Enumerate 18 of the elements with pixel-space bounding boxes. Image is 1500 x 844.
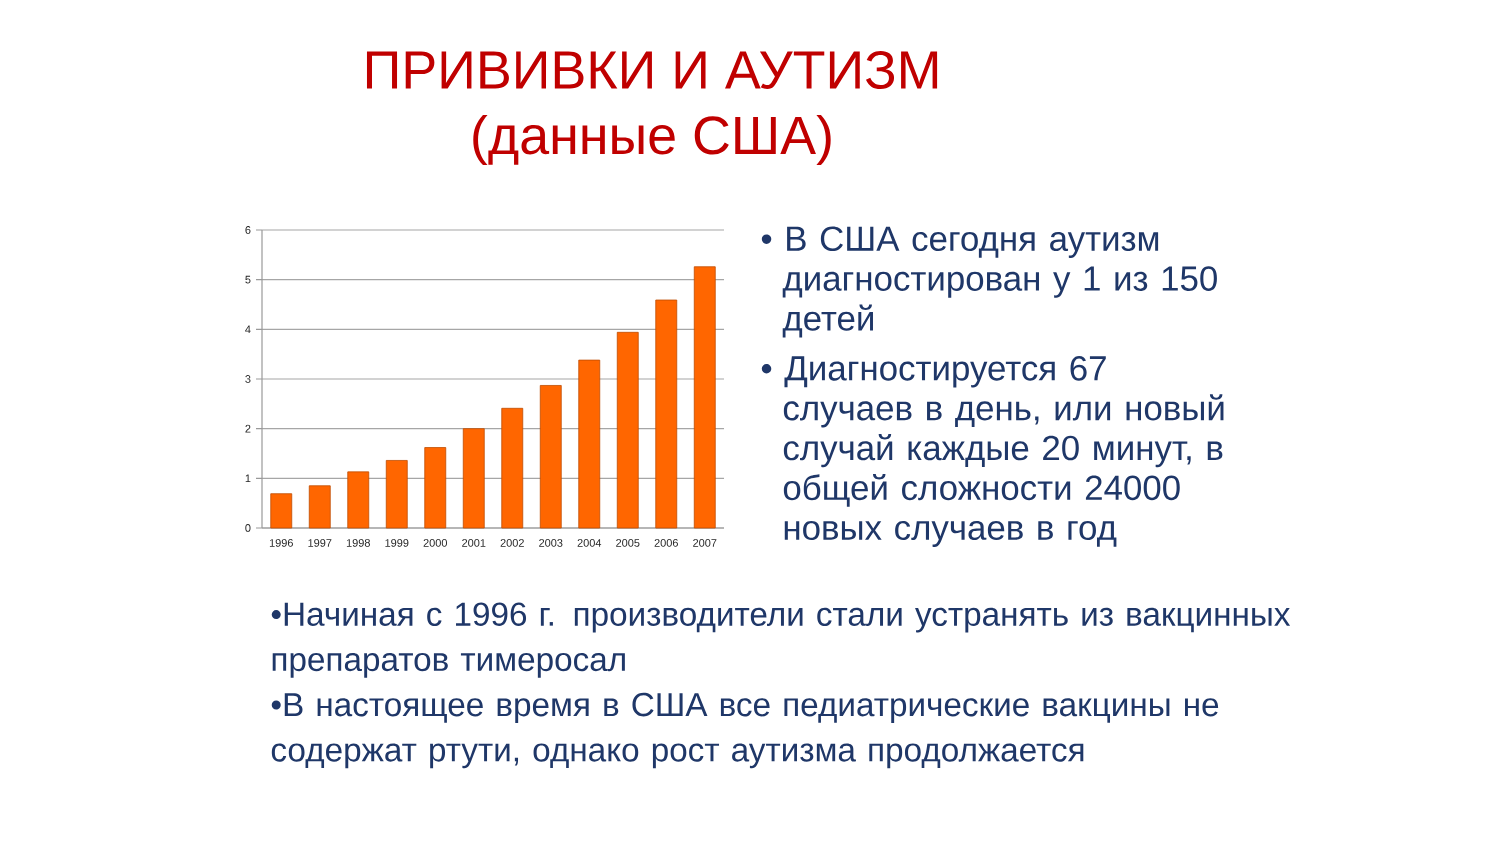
bar [539,385,562,529]
bar [655,299,678,529]
bar [424,447,447,529]
text: •Начиная с 1996 г. производители стали устранять из вакцинных препаратов тимеросал [271,602,1291,678]
bar [501,407,524,529]
bar [385,460,408,529]
bar [693,266,716,529]
bar [616,331,639,529]
chart-subtitle: (данные США) [473,114,831,166]
text: • Диагностируется 67 случаев в день, или новый случай каждые 20 минут, в общей сложности 24000 новых случаев в год [761,355,1224,547]
bar [578,359,601,529]
chart-title: ПРИВИВКИ И АУТИЗМ [366,50,938,90]
bar [270,493,293,529]
bar [462,428,485,529]
bar [347,471,370,529]
text: • В США сегодня аутизм диагностирован у 1 из 150 детей [761,226,1217,338]
bar [308,485,331,529]
text: •В настоящее время в США все педиатрические вакцины не содержат ртути, однако рост аутизма продолжается [271,692,1219,769]
